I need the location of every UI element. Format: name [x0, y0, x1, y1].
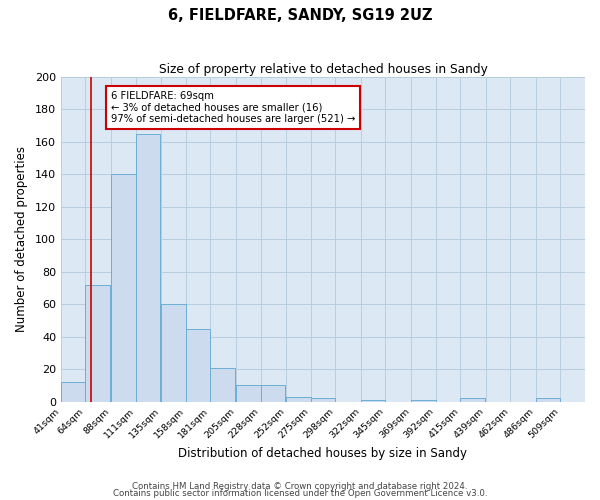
- Bar: [136, 134, 160, 402]
- Bar: [361, 400, 385, 402]
- X-axis label: Distribution of detached houses by size in Sandy: Distribution of detached houses by size …: [178, 447, 467, 460]
- Bar: [286, 397, 311, 402]
- Bar: [311, 398, 335, 402]
- Title: Size of property relative to detached houses in Sandy: Size of property relative to detached ho…: [158, 62, 487, 76]
- Y-axis label: Number of detached properties: Number of detached properties: [15, 146, 28, 332]
- Bar: [211, 368, 235, 402]
- Bar: [236, 386, 260, 402]
- Bar: [536, 398, 560, 402]
- Bar: [186, 328, 211, 402]
- Bar: [61, 382, 85, 402]
- Bar: [161, 304, 186, 402]
- Text: 6 FIELDFARE: 69sqm
← 3% of detached houses are smaller (16)
97% of semi-detached: 6 FIELDFARE: 69sqm ← 3% of detached hous…: [111, 92, 355, 124]
- Bar: [85, 284, 110, 402]
- Bar: [111, 174, 136, 402]
- Bar: [460, 398, 485, 402]
- Text: 6, FIELDFARE, SANDY, SG19 2UZ: 6, FIELDFARE, SANDY, SG19 2UZ: [168, 8, 432, 22]
- Bar: [260, 386, 285, 402]
- Text: Contains public sector information licensed under the Open Government Licence v3: Contains public sector information licen…: [113, 490, 487, 498]
- Text: Contains HM Land Registry data © Crown copyright and database right 2024.: Contains HM Land Registry data © Crown c…: [132, 482, 468, 491]
- Bar: [411, 400, 436, 402]
